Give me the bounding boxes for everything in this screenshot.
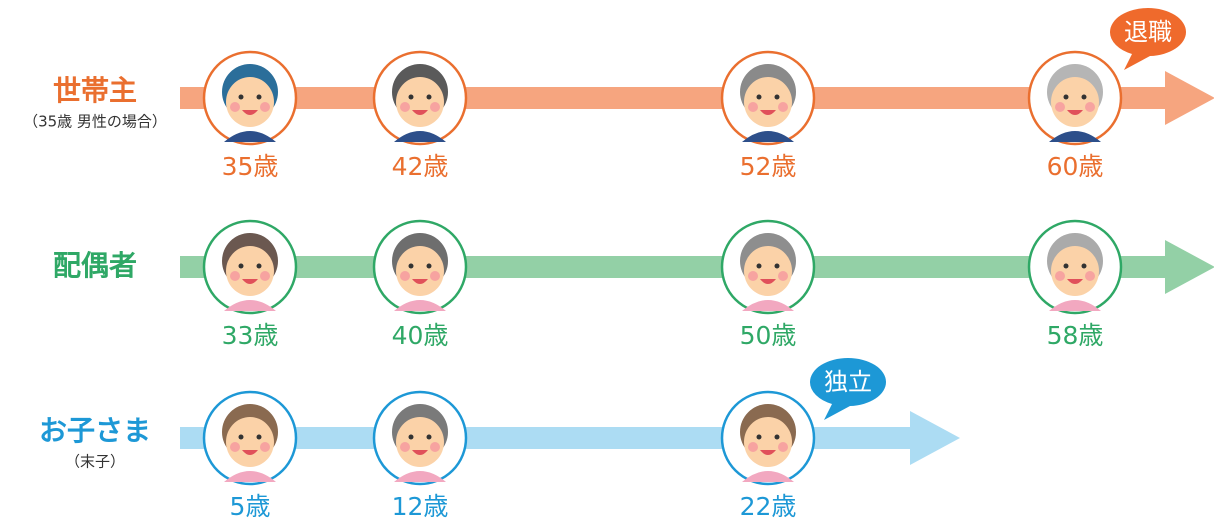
age-label: 33歳 [222, 321, 279, 350]
age-label: 40歳 [392, 321, 449, 350]
age-label: 35歳 [222, 152, 279, 181]
face [744, 246, 792, 296]
face [1051, 77, 1099, 127]
face [1051, 246, 1099, 296]
person-icon [204, 221, 296, 313]
age-label: 50歳 [740, 321, 797, 350]
eye [1064, 95, 1069, 100]
cheek [748, 442, 758, 452]
cheek [748, 102, 758, 112]
person-icon [1029, 221, 1121, 313]
person-icon [204, 392, 296, 484]
person-icon [204, 52, 296, 144]
cheek [430, 102, 440, 112]
eye [257, 95, 262, 100]
face [396, 77, 444, 127]
face [226, 417, 274, 467]
eye [239, 95, 244, 100]
eye [409, 435, 414, 440]
cheek [400, 102, 410, 112]
face [226, 246, 274, 296]
row-note: （35歳 男性の場合） [23, 113, 167, 131]
eye [257, 435, 262, 440]
eye [1082, 264, 1087, 269]
timeline-bar [180, 87, 1165, 109]
bubble-text: 退職 [1124, 18, 1172, 46]
eye [1064, 264, 1069, 269]
age-label: 58歳 [1047, 321, 1104, 350]
eye [239, 264, 244, 269]
eye [409, 264, 414, 269]
cheek [260, 102, 270, 112]
cheek [430, 442, 440, 452]
row-label: お子さま [39, 414, 151, 447]
person-icon [722, 52, 814, 144]
eye [409, 95, 414, 100]
cheek [1085, 271, 1095, 281]
cheek [778, 271, 788, 281]
age-label: 5歳 [230, 492, 271, 521]
cheek [230, 102, 240, 112]
eye [239, 435, 244, 440]
face [744, 77, 792, 127]
cheek [260, 442, 270, 452]
cheek [778, 442, 788, 452]
person-icon [374, 221, 466, 313]
age-label: 22歳 [740, 492, 797, 521]
eye [427, 95, 432, 100]
bubble-text: 独立 [824, 368, 872, 396]
row-label: 配偶者 [53, 249, 137, 282]
cheek [260, 271, 270, 281]
person-icon [722, 221, 814, 313]
cheek [1055, 271, 1065, 281]
cheek [778, 102, 788, 112]
eye [427, 435, 432, 440]
cheek [748, 271, 758, 281]
age-label: 42歳 [392, 152, 449, 181]
cheek [400, 271, 410, 281]
timeline-diagram: 世帯主 （35歳 男性の場合） 35歳 42歳 52歳 60歳 退職配偶者 33歳 40歳 50歳… [0, 0, 1214, 522]
cheek [1085, 102, 1095, 112]
person-icon [722, 392, 814, 484]
eye [427, 264, 432, 269]
cheek [230, 442, 240, 452]
face [396, 417, 444, 467]
face [226, 77, 274, 127]
row-label: 世帯主 [53, 74, 137, 107]
timeline-arrowhead [1165, 240, 1214, 294]
face [396, 246, 444, 296]
eye [257, 264, 262, 269]
timeline-bar [180, 256, 1165, 278]
person-icon [374, 392, 466, 484]
age-label: 52歳 [740, 152, 797, 181]
cheek [400, 442, 410, 452]
eye [775, 95, 780, 100]
eye [775, 435, 780, 440]
eye [1082, 95, 1087, 100]
person-icon [1029, 52, 1121, 144]
eye [757, 95, 762, 100]
age-label: 60歳 [1047, 152, 1104, 181]
person-icon [374, 52, 466, 144]
eye [757, 264, 762, 269]
row-note: （末子） [65, 453, 125, 471]
eye [775, 264, 780, 269]
timeline-arrowhead [1165, 71, 1214, 125]
eye [757, 435, 762, 440]
cheek [230, 271, 240, 281]
cheek [1055, 102, 1065, 112]
timeline-arrowhead [910, 411, 960, 465]
age-label: 12歳 [392, 492, 449, 521]
face [744, 417, 792, 467]
cheek [430, 271, 440, 281]
